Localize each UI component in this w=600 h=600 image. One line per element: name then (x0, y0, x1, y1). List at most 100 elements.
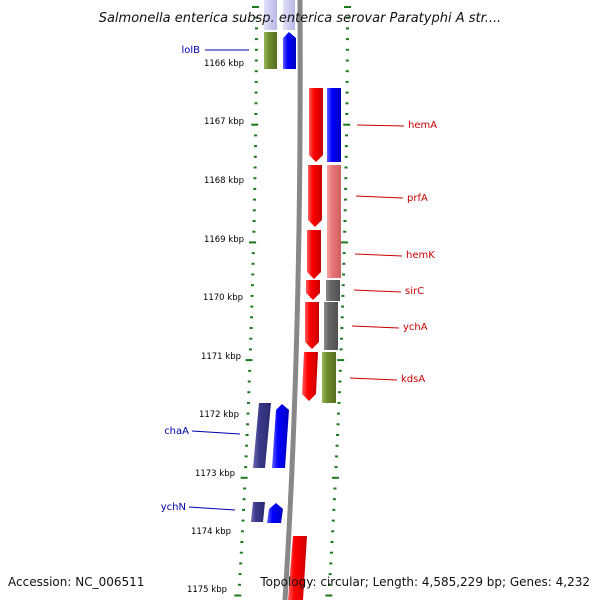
gene-feature-ychn-cog[interactable] (251, 502, 265, 522)
tick-mark (345, 70, 349, 73)
tick-mark (254, 59, 258, 62)
gene-feature-ycha-cog[interactable] (324, 302, 338, 350)
gene-label-lolb[interactable]: lolB (181, 45, 200, 56)
tick-mark (344, 145, 348, 148)
kbp-tick-label: 1170 kbp (203, 293, 243, 303)
tick-mark (244, 466, 248, 469)
kbp-tick-label: 1175 kbp (187, 585, 227, 595)
accession-text: Accession: NC_006511 (8, 575, 144, 589)
tick-mark (345, 134, 349, 137)
tick-mark (247, 380, 251, 383)
tick-mark (254, 70, 258, 73)
gene-feature-hemk[interactable] (307, 230, 321, 279)
tick-mark (240, 476, 248, 479)
gene-feature-hema[interactable] (309, 88, 323, 162)
tick-mark (339, 348, 343, 351)
tick-mark (242, 508, 246, 511)
tick-mark (254, 134, 258, 137)
tick-mark (243, 487, 247, 490)
tick-mark (328, 573, 332, 576)
tick-mark (240, 541, 244, 543)
tick-mark (242, 498, 246, 501)
tick-mark (249, 316, 253, 319)
tick-mark (343, 230, 347, 233)
tick-mark (254, 80, 258, 83)
gene-label-prfa[interactable]: prfA (407, 193, 428, 204)
tick-mark (343, 209, 347, 212)
gene-feature-kdsa[interactable] (302, 352, 318, 401)
gene-feature-sirc[interactable] (306, 280, 320, 300)
gene-feature-chaa[interactable] (272, 404, 289, 468)
gene-feature-lolb-cog[interactable] (264, 32, 277, 69)
tick-mark (253, 155, 257, 158)
gene-feature-sirc-cog[interactable] (326, 280, 340, 301)
tick-mark (332, 498, 336, 501)
gene-feature-hema-cog[interactable] (327, 88, 341, 162)
gene-label-kdsa[interactable]: kdsA (401, 374, 425, 385)
gene-feature-lolb-top[interactable] (264, 0, 277, 30)
tick-mark (345, 113, 349, 115)
tick-mark (251, 123, 259, 126)
gene-label-chaa[interactable]: chaA (164, 426, 189, 437)
tick-mark (340, 316, 344, 319)
gene-feature-kdsa-cog[interactable] (322, 352, 336, 403)
tick-mark (331, 530, 335, 533)
tick-mark (343, 6, 351, 8)
gene-feature-lolb-top-cog[interactable] (283, 0, 295, 30)
tick-mark (253, 166, 257, 169)
tick-mark (248, 348, 252, 351)
tick-mark (325, 594, 333, 597)
tick-mark (246, 423, 250, 426)
tick-mark (249, 327, 253, 329)
tick-mark (253, 145, 257, 148)
tick-mark (240, 530, 244, 533)
tick-mark (344, 155, 348, 158)
gene-feature-chaa-cog[interactable] (253, 403, 271, 468)
tick-mark (345, 91, 349, 94)
gene-label-hema[interactable]: hemA (408, 120, 437, 131)
tick-mark (253, 198, 257, 201)
tick-mark (239, 551, 243, 554)
tick-mark (245, 434, 249, 436)
gene-feature-bottom[interactable] (288, 536, 307, 600)
tick-mark (328, 583, 332, 586)
tick-mark (253, 177, 257, 180)
tick-mark (253, 187, 257, 190)
tick-mark (252, 209, 256, 212)
tick-mark (250, 284, 254, 287)
tick-mark (254, 113, 258, 115)
tick-mark (246, 401, 250, 404)
gene-feature-lolb[interactable] (283, 32, 296, 69)
gene-feature-prfa[interactable] (308, 165, 322, 227)
gene-feature-ychn[interactable] (267, 503, 283, 523)
tick-mark (251, 6, 259, 8)
tick-mark (254, 27, 258, 30)
tick-mark (341, 284, 345, 287)
gene-feature-prfa-cog[interactable] (327, 165, 341, 278)
tick-mark (337, 391, 341, 394)
tick-mark (330, 541, 334, 543)
map-title: Salmonella enterica subsp. enterica sero… (99, 11, 502, 26)
tick-mark (252, 220, 256, 222)
genome-backbone (282, 0, 303, 600)
tick-mark (340, 327, 344, 329)
gene-label-hemk[interactable]: hemK (406, 250, 435, 261)
tick-mark (333, 487, 337, 490)
tick-mark (251, 273, 255, 276)
tick-mark (254, 102, 258, 105)
tick-mark (329, 551, 333, 554)
gene-label-sirc[interactable]: sirC (405, 286, 424, 297)
tick-mark (331, 519, 335, 522)
kbp-tick-label: 1168 kbp (204, 176, 244, 186)
tick-mark (252, 230, 256, 233)
gene-label-ychn[interactable]: ychN (161, 502, 186, 513)
gene-feature-ycha[interactable] (305, 302, 319, 349)
tick-mark (340, 241, 348, 244)
tick-mark (332, 508, 336, 511)
tick-mark (238, 573, 242, 576)
tick-mark (341, 294, 345, 297)
tick-mark (337, 401, 341, 404)
gene-label-ycha[interactable]: ychA (403, 322, 428, 333)
tick-mark (345, 80, 349, 83)
